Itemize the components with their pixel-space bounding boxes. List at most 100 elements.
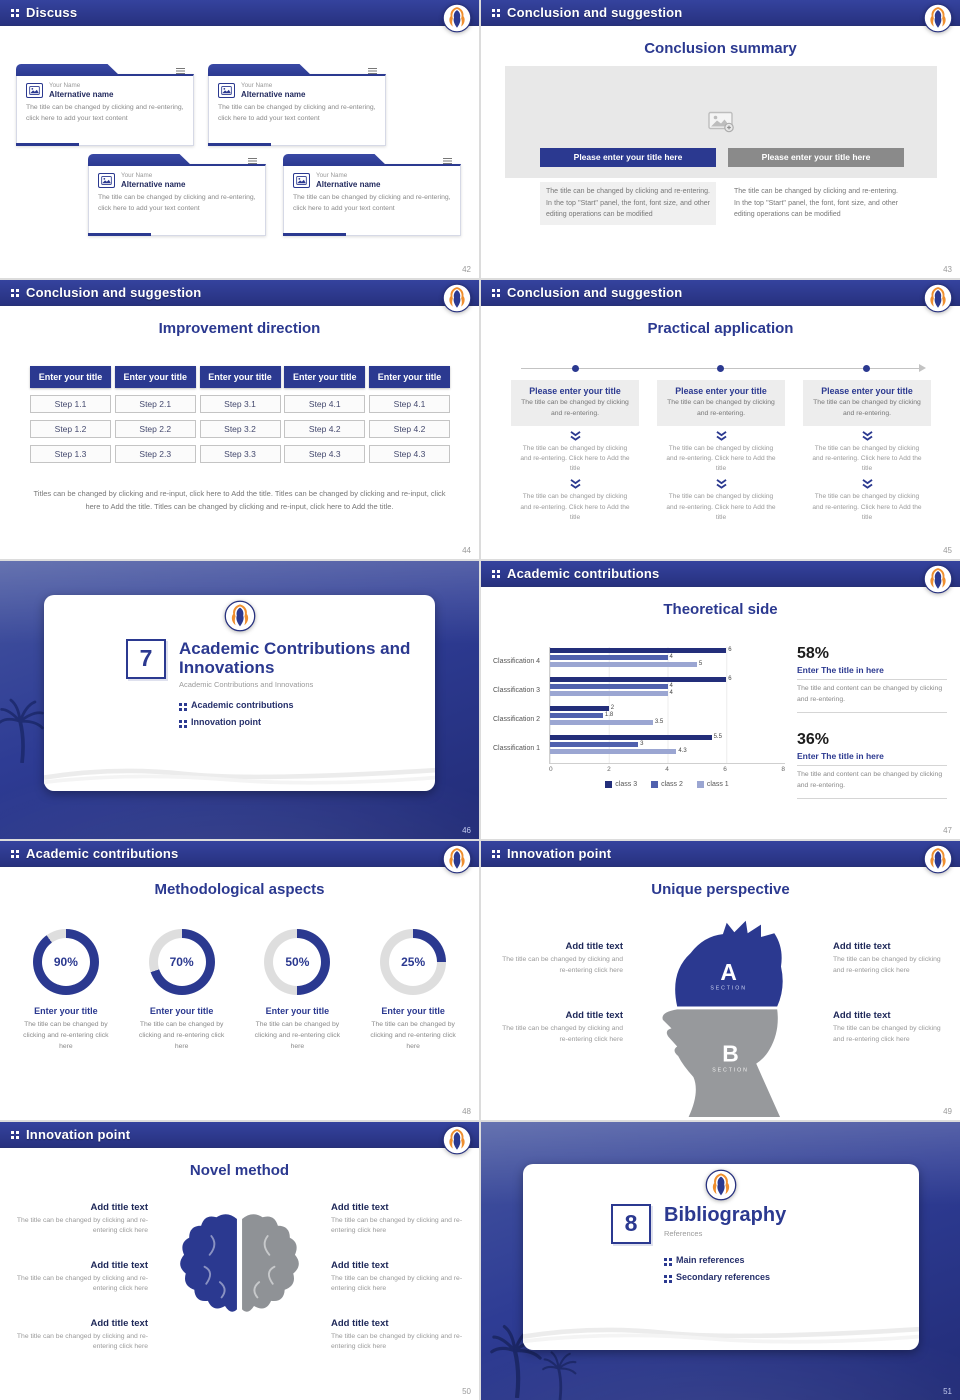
chart-bar-group: 2 1.8 3.5 (550, 705, 785, 734)
timeline (521, 364, 926, 373)
lion-logo-icon (442, 283, 472, 313)
chart-bar-line: 6 (550, 647, 785, 654)
slide-49-unique-perspective[interactable]: Innovation point Unique perspective Add … (481, 841, 960, 1120)
slide-44-improvement-direction[interactable]: Conclusion and suggestion Improvement di… (0, 280, 479, 559)
slide-45-practical-application[interactable]: Conclusion and suggestion Practical appl… (481, 280, 960, 559)
item-right-1[interactable]: Add title text The title can be changed … (331, 1202, 469, 1238)
slide-header: Academic contributions (481, 560, 960, 587)
step-box[interactable]: Step 4.1 (284, 395, 366, 414)
item-left-2[interactable]: Add title text The title can be changed … (495, 1010, 623, 1046)
item-title: Add title text (90, 1201, 148, 1213)
bullet-label: Academic contributions (191, 699, 294, 710)
chart-bar (550, 748, 677, 754)
step-box[interactable]: Step 3.2 (199, 420, 281, 439)
discuss-card-2[interactable]: Your Name Alternative name The title can… (208, 64, 386, 146)
item-right-2[interactable]: Add title text The title can be changed … (833, 1010, 949, 1046)
section-texts: Bibliography References (664, 1204, 786, 1238)
donut-ring: 90% (32, 929, 99, 996)
slide-47-theoretical-side[interactable]: Academic contributions Theoretical side … (481, 560, 960, 840)
bullet-dots-icon (664, 1275, 667, 1279)
donut-percent: 50% (273, 938, 322, 987)
double-chevron-down-icon (569, 479, 582, 489)
step-column-4: Enter your title Step 4.1 Step 4.2 Step … (284, 366, 366, 464)
chart-value-label: 4.3 (678, 748, 687, 755)
body-text-left: The title can be changed by clicking and… (540, 182, 716, 225)
slide-46-section-cover-7[interactable]: 7 Academic Contributions and Innovations… (0, 560, 479, 840)
column-title-button[interactable]: Enter your title (369, 366, 450, 389)
donut-ring: 50% (264, 929, 331, 996)
bar-chart: Classification 4 Classification 3 Classifi… (493, 646, 785, 788)
card-alternative-name: Alternative name (49, 89, 114, 99)
column-title-box[interactable]: Please enter your title The title can be… (511, 380, 639, 426)
item-left-1[interactable]: Add title text The title can be changed … (495, 941, 623, 977)
title-button-row: Please enter your title here Please ente… (540, 148, 904, 167)
donut-block-2: 70% Enter your title The title can be ch… (129, 929, 235, 1053)
section-bullet[interactable]: Academic contributions (179, 700, 435, 710)
chart-value-label: 5.5 (713, 734, 722, 741)
step-box[interactable]: Step 3.3 (199, 445, 281, 464)
item-body: The title can be changed by clicking and… (16, 1274, 148, 1293)
step-box[interactable]: Step 4.3 (284, 445, 366, 464)
step-box[interactable]: Step 4.1 (369, 395, 450, 414)
slide-43-conclusion-summary[interactable]: Conclusion and suggestion Conclusion sum… (481, 0, 960, 279)
slide-42-discuss[interactable]: Discuss Your Name Alternative name The t… (0, 0, 479, 279)
title-button-right[interactable]: Please enter your title here (728, 148, 904, 167)
step-box[interactable]: Step 4.2 (284, 420, 366, 439)
picture-icon (293, 173, 310, 189)
item-right-3[interactable]: Add title text The title can be changed … (331, 1318, 469, 1354)
item-left-2[interactable]: Add title text The title can be changed … (10, 1260, 148, 1296)
wave-decoration (44, 767, 435, 785)
slide-title: Methodological aspects (154, 881, 325, 899)
bar-chart-area: 6 4 5 6 4 4 2 1.8 3.5 5.5 3 4.3 (549, 646, 785, 764)
column-title-button[interactable]: Enter your title (284, 366, 366, 389)
folder-tab (88, 154, 192, 166)
discuss-card-4[interactable]: Your Name Alternative name The title can… (283, 154, 461, 236)
step-box[interactable]: Step 4.3 (369, 445, 450, 464)
chart-category-label: Classification 4 (493, 657, 541, 665)
section-bullet[interactable]: Secondary references (664, 1272, 919, 1282)
item-right-1[interactable]: Add title text The title can be changed … (833, 941, 949, 977)
slide-51-section-cover-8[interactable]: 8 Bibliography References Main reference… (481, 1121, 960, 1400)
lion-logo-icon (442, 3, 472, 33)
bar-chart-axis: 0 2 4 6 8 (549, 766, 785, 773)
slide-48-methodological-aspects[interactable]: Academic contributions Methodological as… (0, 841, 479, 1120)
column-title-box[interactable]: Please enter your title The title can be… (657, 380, 785, 426)
discuss-card-3[interactable]: Your Name Alternative name The title can… (88, 154, 266, 236)
step-box[interactable]: Step 2.2 (114, 420, 196, 439)
header-dots-icon (492, 289, 495, 293)
chart-bar (550, 647, 727, 653)
chart-bar (550, 705, 609, 711)
chart-value-label: 2 (610, 705, 615, 712)
step-box[interactable]: Step 1.1 (30, 395, 111, 414)
step-box[interactable]: Step 1.2 (30, 420, 111, 439)
chart-value-label: 1.8 (604, 712, 614, 719)
step-box[interactable]: Step 2.1 (114, 395, 196, 414)
discuss-card-1[interactable]: Your Name Alternative name The title can… (16, 64, 194, 146)
item-right-2[interactable]: Add title text The title can be changed … (331, 1260, 469, 1296)
donut-body: The title can be changed by clicking and… (23, 1021, 109, 1050)
column-title-button[interactable]: Enter your title (114, 366, 196, 389)
donut-title: Enter your title (34, 1006, 98, 1017)
donut-title: Enter your title (381, 1006, 445, 1017)
column-title-button[interactable]: Enter your title (199, 366, 281, 389)
column-title-button[interactable]: Enter your title (30, 366, 111, 389)
step-box[interactable]: Step 3.1 (199, 395, 281, 414)
header-title: Conclusion and suggestion (26, 285, 202, 301)
title-button-left[interactable]: Please enter your title here (540, 148, 716, 167)
item-left-3[interactable]: Add title text The title can be changed … (10, 1318, 148, 1354)
section-bullet[interactable]: Innovation point (179, 717, 435, 727)
slide-title: Conclusion summary (644, 40, 797, 57)
header-title: Academic contributions (26, 846, 179, 862)
slide-50-novel-method[interactable]: Innovation point Novel method Add title … (0, 1121, 479, 1400)
column-title-box[interactable]: Please enter your title The title can be… (803, 380, 931, 426)
step-box[interactable]: Step 4.2 (369, 420, 450, 439)
step-box[interactable]: Step 2.3 (114, 445, 196, 464)
step-box[interactable]: Step 1.3 (30, 445, 111, 464)
page-number: 43 (943, 265, 952, 275)
slide-title: Novel method (189, 1161, 290, 1179)
item-left-1[interactable]: Add title text The title can be changed … (10, 1202, 148, 1238)
section-bullet[interactable]: Main references (664, 1255, 919, 1265)
palm-tree-icon (539, 1344, 581, 1400)
header-dots-icon (11, 289, 14, 293)
stat-block-1: 58% Enter The title in here The title an… (797, 645, 947, 713)
